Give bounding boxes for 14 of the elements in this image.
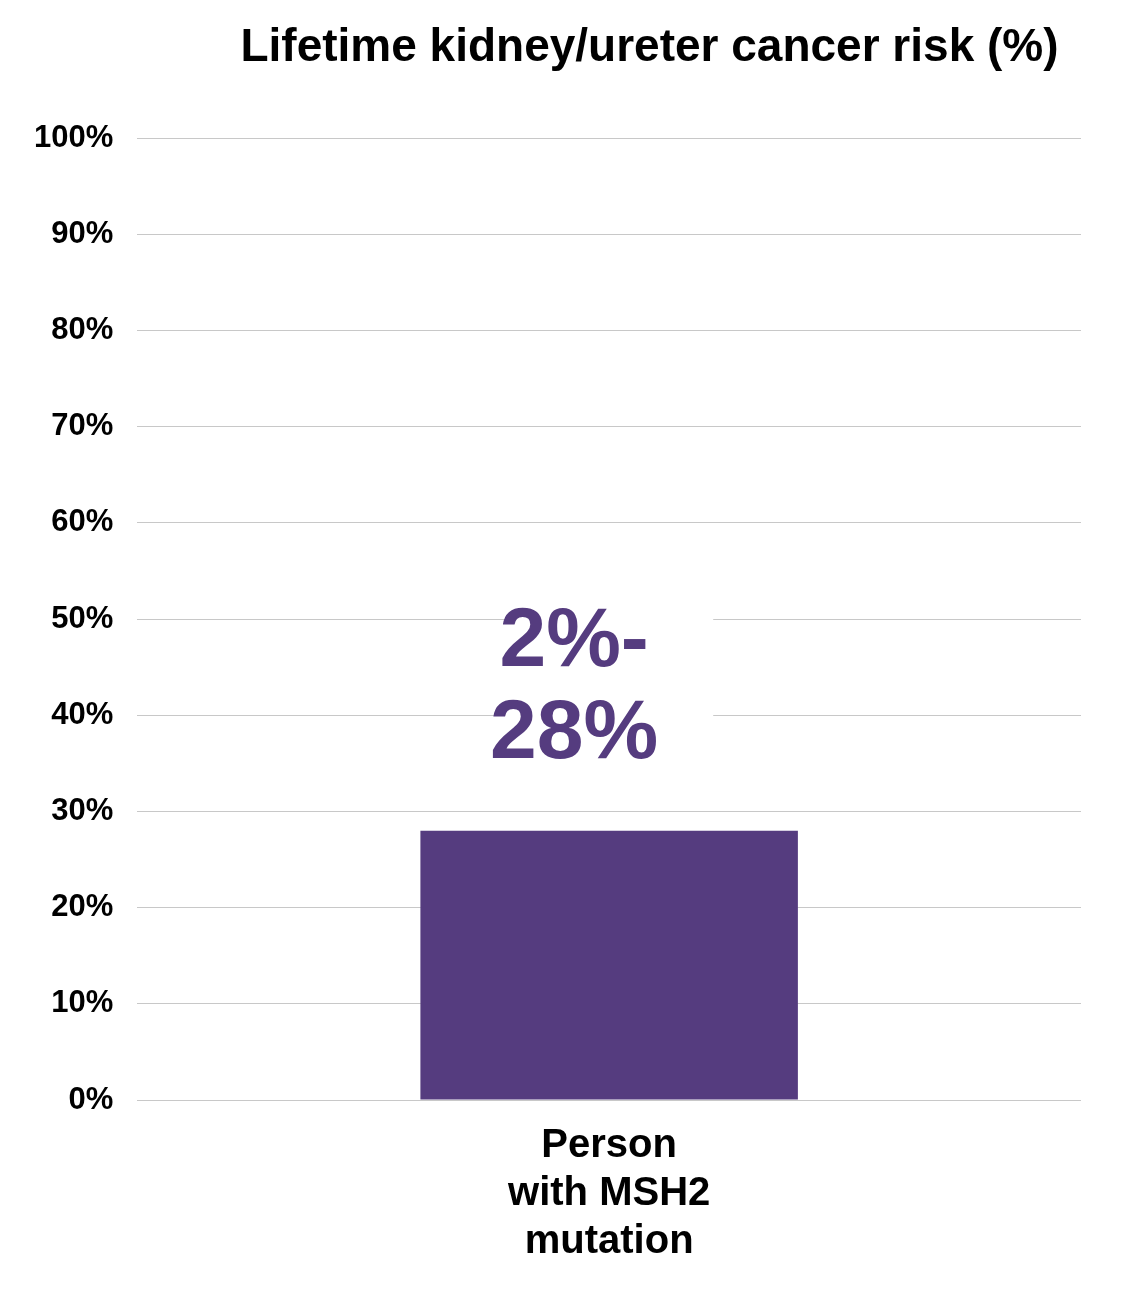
y-tick-label: 90% [51,214,114,250]
y-tick-label: 60% [51,503,114,539]
y-tick-label: 40% [51,695,114,731]
y-tick-label: 30% [51,791,114,827]
annotation: 2%-28% [490,589,659,776]
y-tick-label: 10% [51,984,114,1020]
chart-title: Lifetime kidney/ureter cancer risk (%) [239,18,1060,73]
y-tick-label: 100% [33,118,114,154]
y-tick-label: 80% [51,310,114,346]
x-tick-label: Person with MSH2 mutation [507,1121,711,1262]
y-tick-label: 50% [51,599,114,635]
y-tick-label: 0% [68,1080,114,1116]
y-tick-label: 20% [51,888,114,924]
y-tick-label: 70% [51,407,114,443]
